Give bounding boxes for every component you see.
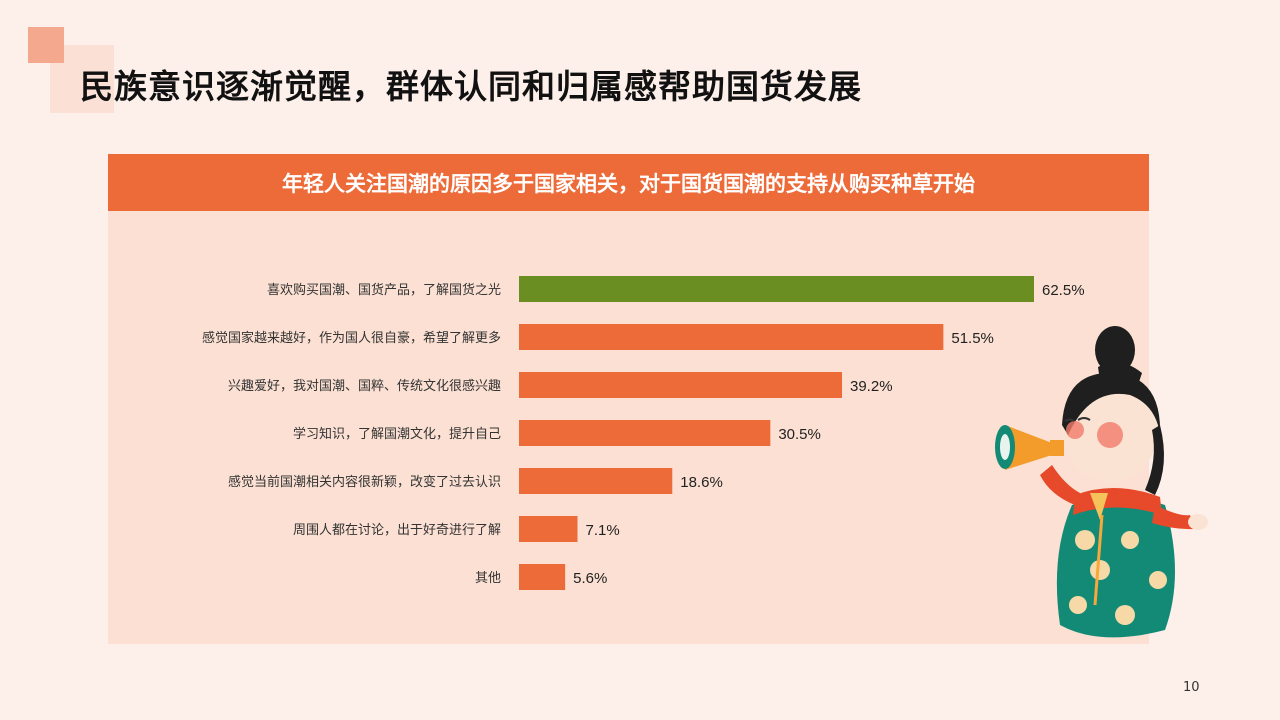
data-label: 39.2%	[850, 378, 893, 395]
bar	[519, 468, 673, 494]
data-label: 5.6%	[573, 570, 607, 587]
category-label: 其他	[475, 571, 501, 586]
page-number: 10	[1183, 680, 1200, 695]
bar	[519, 420, 771, 446]
data-label: 7.1%	[586, 522, 620, 539]
category-label: 喜欢购买国潮、国货产品，了解国货之光	[267, 282, 501, 298]
data-label: 18.6%	[680, 474, 723, 491]
data-label: 51.5%	[951, 330, 994, 347]
chart-panel: 喜欢购买国潮、国货产品，了解国货之光 62.5% 感觉国家越来越好，作为国人很自豪，…	[108, 211, 1149, 644]
chart-banner: 年轻人关注国潮的原因多于国家相关，对于国货国潮的支持从购买种草开始	[108, 154, 1149, 211]
bar-chart: 喜欢购买国潮、国货产品，了解国货之光 62.5% 感觉国家越来越好，作为国人很自豪，…	[202, 276, 1085, 590]
bar	[519, 564, 566, 590]
category-label: 兴趣爱好，我对国潮、国粹、传统文化很感兴趣	[228, 378, 501, 394]
data-label: 30.5%	[778, 426, 821, 443]
bar	[519, 516, 578, 542]
data-label: 62.5%	[1042, 282, 1085, 299]
decor-square-dark	[28, 27, 64, 63]
category-label: 学习知识，了解国潮文化，提升自己	[293, 426, 501, 442]
bar	[519, 324, 944, 350]
category-label: 感觉国家越来越好，作为国人很自豪，希望了解更多	[202, 330, 501, 346]
bar	[519, 276, 1034, 302]
category-label: 感觉当前国潮相关内容很新颖，改变了过去认识	[228, 474, 501, 490]
bar	[519, 372, 843, 398]
category-label: 周围人都在讨论，出于好奇进行了解	[293, 522, 501, 538]
mascot-megaphone-girl-illustration	[995, 326, 1208, 638]
page-title: 民族意识逐渐觉醒，群体认同和归属感帮助国货发展	[80, 67, 862, 106]
